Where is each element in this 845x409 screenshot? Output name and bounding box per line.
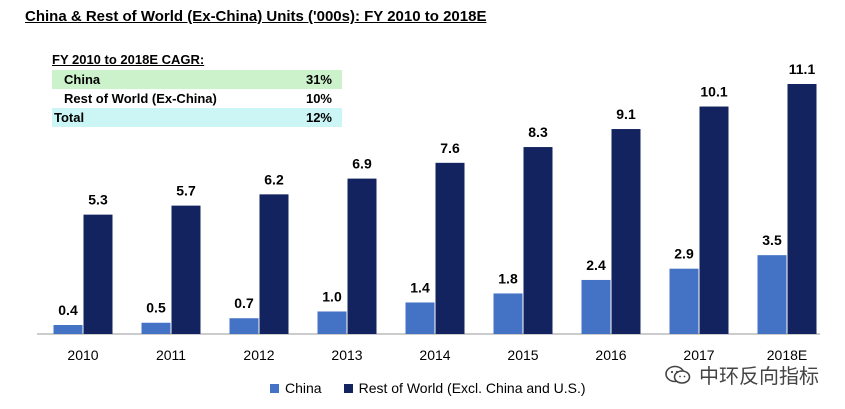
data-label: 1.0 <box>322 288 342 304</box>
x-tick-label: 2010 <box>67 347 98 363</box>
bar-china <box>53 324 83 334</box>
cagr-value: 10% <box>305 91 332 106</box>
x-tick-label: 2011 <box>156 347 186 363</box>
data-label: 5.7 <box>176 183 196 199</box>
data-label: 3.5 <box>762 232 782 248</box>
cagr-row-rest-of-world: Rest of World (Ex-China) 10% <box>52 89 342 108</box>
legend-label-rest-of-world: Rest of World (Excl. China and U.S.) <box>358 380 586 396</box>
cagr-row-total: Total 12% <box>52 108 342 127</box>
x-tick-label: 2015 <box>507 347 538 363</box>
x-tick-label: 2018E <box>767 347 807 363</box>
bar-rest-of-world <box>523 147 553 334</box>
bar-china <box>405 302 435 334</box>
x-tick-label: 2012 <box>243 347 274 363</box>
cagr-table: FY 2010 to 2018E CAGR: China 31% Rest of… <box>52 50 342 127</box>
bar-rest-of-world <box>699 106 729 334</box>
cagr-heading: FY 2010 to 2018E CAGR: <box>52 52 205 67</box>
bar-rest-of-world <box>347 178 377 334</box>
legend-swatch-china <box>270 383 279 393</box>
wechat-icon <box>665 365 691 384</box>
bar-china <box>141 322 171 334</box>
chart-legend: China Rest of World (Excl. China and U.S… <box>270 380 608 396</box>
legend-item-rest-of-world: Rest of World (Excl. China and U.S.) <box>343 380 586 396</box>
data-label: 0.5 <box>146 300 166 316</box>
bar-china <box>757 255 787 334</box>
data-label: 0.7 <box>234 295 254 311</box>
x-tick-label: 2016 <box>595 347 626 363</box>
bar-rest-of-world <box>787 84 817 334</box>
data-label: 1.8 <box>498 270 518 286</box>
watermark: 中环反向指标 <box>665 360 819 389</box>
bar-china <box>669 268 699 334</box>
bar-rest-of-world <box>259 194 289 334</box>
data-label: 9.1 <box>616 106 636 122</box>
x-tick-label: 2017 <box>683 347 714 363</box>
cagr-value: 31% <box>305 72 332 87</box>
data-label: 1.4 <box>410 279 430 295</box>
x-tick-label: 2014 <box>419 347 450 363</box>
bar-rest-of-world <box>435 162 465 334</box>
data-label: 2.9 <box>674 246 694 262</box>
data-label: 11.1 <box>789 61 816 77</box>
watermark-text: 中环反向指标 <box>699 364 819 388</box>
cagr-label: Total <box>54 110 85 125</box>
bar-china <box>493 293 523 334</box>
cagr-value: 12% <box>305 110 332 125</box>
data-label: 7.6 <box>440 140 460 156</box>
cagr-label: China <box>64 72 101 87</box>
bar-rest-of-world <box>171 205 201 334</box>
bar-china <box>317 311 347 334</box>
x-tick-label: 2013 <box>331 347 362 363</box>
cagr-label: Rest of World (Ex-China) <box>64 91 217 106</box>
cagr-row-china: China 31% <box>52 70 342 89</box>
chart-title: China & Rest of World (Ex-China) Units (… <box>25 8 487 25</box>
legend-item-china: China <box>270 380 322 396</box>
data-label: 8.3 <box>528 124 548 140</box>
legend-swatch-rest-of-world <box>343 383 353 393</box>
legend-label-china: China <box>285 380 322 396</box>
bar-rest-of-world <box>83 214 113 334</box>
bar-rest-of-world <box>611 129 641 334</box>
bar-china <box>581 279 611 334</box>
data-label: 5.3 <box>88 192 108 208</box>
data-label: 6.2 <box>264 171 284 187</box>
data-label: 2.4 <box>586 257 606 273</box>
data-label: 0.4 <box>58 302 78 318</box>
bar-china <box>229 318 259 334</box>
data-label: 6.9 <box>352 156 372 172</box>
data-label: 10.1 <box>700 84 727 100</box>
